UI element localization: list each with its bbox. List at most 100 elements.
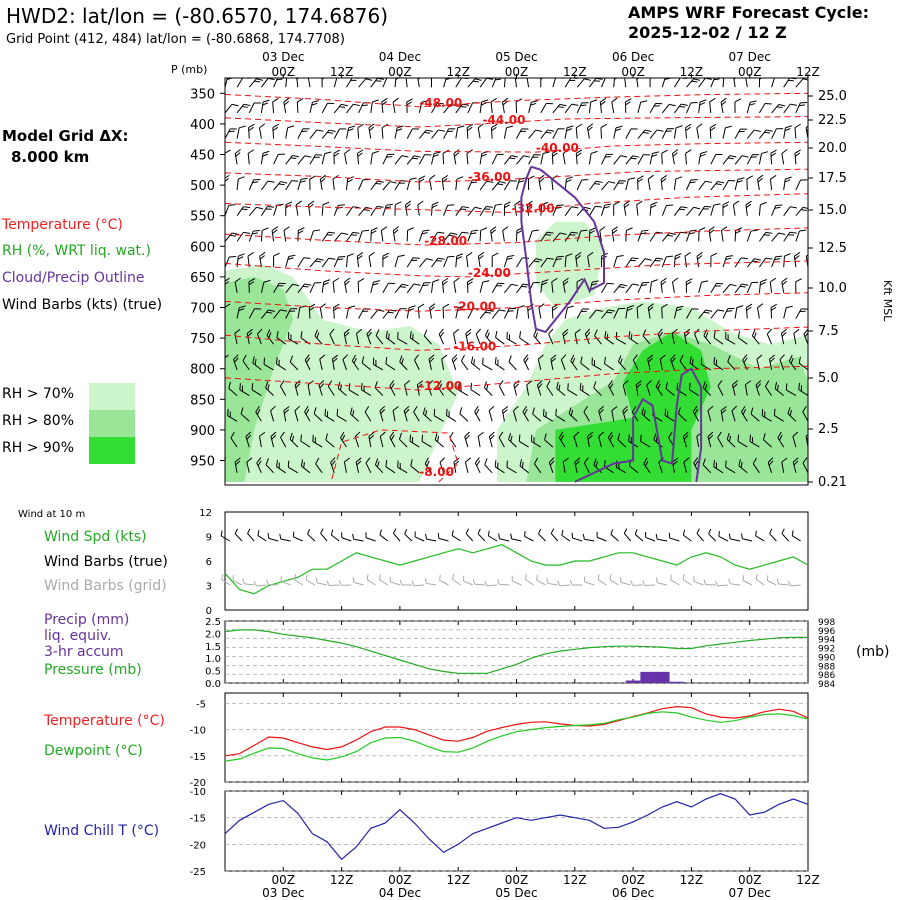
wind-barb bbox=[613, 254, 624, 268]
wind-barb-true bbox=[465, 528, 474, 542]
pressure-tick-label: 450 bbox=[190, 149, 215, 164]
wind-barb-true bbox=[404, 528, 413, 542]
wind-barb bbox=[272, 98, 279, 113]
wind-barb bbox=[734, 155, 749, 165]
precip-tick-label: 0.5 bbox=[205, 667, 221, 678]
wind-barb bbox=[773, 408, 784, 422]
wind-barb bbox=[717, 380, 724, 396]
wind-barb bbox=[247, 149, 255, 165]
wind-barb bbox=[625, 128, 638, 139]
wind-barb-grid bbox=[546, 578, 558, 586]
wind-barb bbox=[552, 78, 557, 88]
wind-barb bbox=[568, 407, 578, 422]
wind-barb bbox=[297, 227, 305, 242]
wind-barb bbox=[263, 357, 274, 371]
wind-barb bbox=[297, 257, 311, 268]
wind-barb bbox=[464, 457, 471, 473]
hour-label-bottom: 00Z bbox=[505, 873, 529, 887]
wind-barb bbox=[586, 123, 594, 139]
wind-barb bbox=[389, 380, 396, 396]
hour-label-top: 00Z bbox=[505, 65, 529, 79]
wind-barb bbox=[546, 380, 554, 396]
wind-barb-true bbox=[220, 530, 231, 542]
wind-barb-true bbox=[728, 533, 741, 542]
wind-barb-true bbox=[234, 528, 243, 542]
wind-barb bbox=[370, 227, 378, 242]
pressure-tick-label: 500 bbox=[190, 179, 215, 194]
wind-barb bbox=[625, 257, 639, 268]
legend-barbs-grid: Wind Barbs (grid) bbox=[44, 578, 167, 594]
wind-barb-true bbox=[610, 529, 619, 542]
height-tick-label: 12.5 bbox=[818, 241, 847, 256]
wind-barb bbox=[368, 251, 375, 268]
wind-barb bbox=[795, 179, 808, 191]
wind-barb bbox=[745, 303, 753, 319]
wind-barb bbox=[564, 253, 573, 268]
wind-barb bbox=[368, 431, 375, 448]
wind-barb-grid bbox=[766, 575, 777, 586]
wind-speed-tick: 12 bbox=[199, 508, 212, 519]
wind-barb-grid bbox=[378, 574, 389, 586]
wind-barb bbox=[540, 279, 549, 293]
wind-barb bbox=[271, 226, 278, 242]
wind-barb bbox=[552, 103, 567, 114]
hour-label-bottom: 12Z bbox=[563, 873, 587, 887]
wind-barb bbox=[538, 174, 545, 191]
wind-barb bbox=[591, 357, 602, 371]
legend-wind-barbs: Wind Barbs (kts) (true) bbox=[2, 297, 163, 313]
wind-barb bbox=[379, 431, 386, 448]
wind-barb bbox=[576, 102, 589, 114]
wind-barb bbox=[722, 179, 736, 191]
wind-barb bbox=[556, 381, 566, 396]
wind-barb bbox=[686, 179, 698, 191]
day-label-top: 05 Dec bbox=[495, 50, 537, 64]
wind-barb bbox=[314, 329, 323, 345]
wind-barb-grid bbox=[524, 573, 534, 586]
wind-barb bbox=[802, 405, 808, 422]
wind-barb bbox=[795, 78, 808, 88]
wind-barb-grid bbox=[389, 576, 401, 586]
wind-barb bbox=[228, 381, 238, 396]
wind-barb bbox=[285, 283, 300, 294]
wind-barb bbox=[702, 458, 712, 474]
wind-barb-true bbox=[582, 533, 595, 542]
wind-barb-grid bbox=[597, 574, 607, 586]
wind-barb bbox=[346, 125, 356, 139]
wind-barb bbox=[580, 356, 590, 371]
temperature-contour-label: -36.00 bbox=[468, 170, 511, 184]
wind-barb bbox=[321, 129, 336, 139]
wind-barb-grid bbox=[293, 574, 303, 586]
wind-barb bbox=[479, 150, 489, 165]
wind-barb bbox=[356, 328, 363, 345]
wind-barb bbox=[741, 405, 748, 422]
wind-barb bbox=[625, 305, 635, 319]
wind-barb bbox=[624, 98, 632, 113]
wind-barb bbox=[707, 431, 714, 448]
wind-barb bbox=[686, 78, 701, 88]
wind-barb bbox=[528, 229, 539, 242]
wind-barb bbox=[513, 380, 520, 396]
wind-barb bbox=[455, 103, 470, 114]
wind-barb bbox=[382, 282, 396, 294]
wind-barb-true bbox=[267, 533, 279, 542]
wind-barb bbox=[720, 406, 727, 422]
wind-barb bbox=[356, 252, 364, 268]
legend-barbs-true: Wind Barbs (true) bbox=[44, 554, 168, 570]
wind-barb-grid bbox=[642, 580, 656, 587]
wind-barb bbox=[637, 100, 648, 114]
wind-barb bbox=[635, 380, 642, 396]
pressure-tick-label: 800 bbox=[190, 363, 215, 378]
wind-barb bbox=[722, 201, 730, 216]
wind-barb bbox=[258, 431, 266, 448]
windchill-tick-label: -25 bbox=[190, 867, 206, 878]
wind-barb bbox=[583, 405, 590, 422]
wind-barb bbox=[431, 201, 439, 216]
temp-tick-label: -15 bbox=[190, 752, 206, 763]
wind-barb bbox=[536, 380, 543, 396]
wind-barb bbox=[429, 174, 436, 191]
wind-barb bbox=[239, 383, 250, 397]
wind-barb bbox=[394, 201, 402, 216]
wind-barb-true bbox=[538, 528, 546, 542]
wind-barb bbox=[439, 457, 446, 473]
wind-barb bbox=[225, 204, 236, 216]
